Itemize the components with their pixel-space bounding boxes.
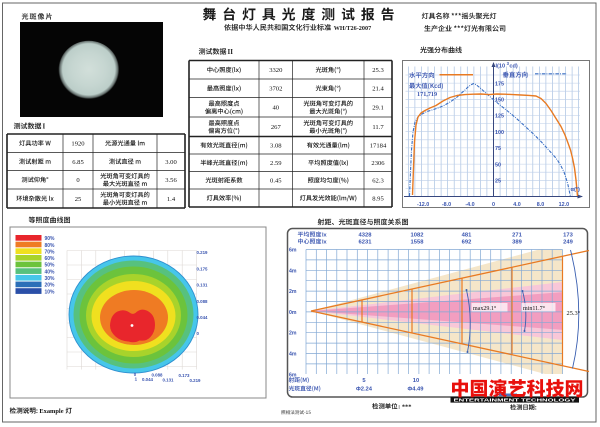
svg-text:4.0: 4.0	[513, 202, 521, 208]
svg-text:1558: 1558	[411, 240, 425, 246]
svg-text:173: 173	[563, 233, 573, 239]
svg-text:8.95: 8.95	[372, 195, 384, 202]
svg-text:150: 150	[495, 98, 504, 104]
svg-text:100: 100	[495, 130, 504, 136]
svg-text:WH/T26-2007: WH/T26-2007	[334, 25, 371, 32]
svg-text:0: 0	[492, 202, 495, 208]
svg-text:3.00: 3.00	[165, 159, 177, 166]
svg-text:175: 175	[495, 81, 504, 87]
svg-text:50%: 50%	[45, 263, 56, 269]
svg-text:1: 1	[135, 377, 138, 382]
svg-text:max29.1°: max29.1°	[473, 305, 497, 312]
svg-text:62.3: 62.3	[372, 178, 384, 185]
svg-text:3.56: 3.56	[165, 177, 177, 184]
svg-text:-12.0: -12.0	[417, 202, 429, 208]
svg-text:692: 692	[462, 240, 472, 246]
svg-text:25.3°: 25.3°	[567, 310, 581, 317]
svg-text:II: II	[228, 48, 234, 56]
svg-text:Φ2.24: Φ2.24	[356, 387, 373, 393]
svg-text:0.219: 0.219	[190, 378, 202, 383]
svg-text:6.85: 6.85	[72, 159, 84, 166]
svg-text:3.08: 3.08	[270, 143, 282, 150]
svg-text:249: 249	[563, 240, 573, 246]
svg-text:3: 3	[507, 61, 510, 66]
svg-text:2.59: 2.59	[270, 160, 282, 167]
svg-text:125: 125	[495, 114, 504, 120]
svg-text:0.044: 0.044	[197, 315, 209, 320]
svg-text:389: 389	[512, 240, 522, 246]
svg-text:-4.0: -4.0	[465, 202, 474, 208]
svg-text:267: 267	[271, 124, 282, 131]
svg-text:0.088: 0.088	[152, 372, 164, 377]
svg-text:2306: 2306	[371, 160, 385, 167]
svg-text:5: 5	[362, 378, 366, 384]
svg-text:cd): cd)	[509, 64, 518, 70]
svg-text:2m: 2m	[289, 331, 297, 337]
svg-text:α(°): α(°)	[571, 187, 581, 193]
svg-text:1.4: 1.4	[167, 196, 176, 203]
svg-text:0.173: 0.173	[179, 373, 191, 378]
svg-text:10: 10	[413, 378, 419, 384]
svg-text:0.175: 0.175	[197, 266, 209, 271]
svg-text:1082: 1082	[411, 233, 424, 239]
svg-text:6m: 6m	[289, 248, 297, 254]
svg-text:70%: 70%	[45, 249, 56, 255]
svg-text:0m: 0m	[289, 310, 297, 316]
svg-text:30%: 30%	[45, 276, 56, 282]
svg-text:1920: 1920	[71, 141, 85, 148]
svg-text:12.0: 12.0	[559, 202, 570, 208]
svg-text:17184: 17184	[370, 143, 387, 150]
svg-text:ENTERTAINMENT TECHNOLOGY: ENTERTAINMENT TECHNOLOGY	[454, 398, 577, 403]
svg-text:0.131: 0.131	[163, 377, 175, 382]
svg-text:2m: 2m	[289, 289, 297, 295]
svg-text:4m: 4m	[289, 268, 297, 274]
svg-text:6m: 6m	[289, 372, 297, 378]
svg-text:0: 0	[197, 331, 200, 336]
svg-text:21.4: 21.4	[372, 86, 384, 93]
svg-text:6231: 6231	[359, 240, 373, 246]
svg-text:0: 0	[76, 177, 80, 184]
svg-text:lx: lx	[322, 240, 328, 246]
svg-text:0.219: 0.219	[197, 250, 209, 255]
svg-text:271: 271	[512, 233, 522, 239]
svg-text:Φ4.49: Φ4.49	[407, 387, 424, 393]
svg-text:-8.0: -8.0	[442, 202, 451, 208]
svg-text:20%: 20%	[45, 283, 56, 289]
svg-text:0.45: 0.45	[270, 178, 282, 185]
svg-text:0: 0	[134, 372, 137, 377]
svg-text:4m: 4m	[289, 352, 297, 358]
svg-text:8.0: 8.0	[537, 202, 545, 208]
svg-text:3320: 3320	[269, 67, 283, 74]
svg-text:50: 50	[495, 162, 501, 168]
svg-text:I(10: I(10	[496, 64, 506, 70]
svg-text:25: 25	[75, 196, 82, 203]
svg-text:lx: lx	[322, 233, 328, 239]
svg-text:min11.7°: min11.7°	[523, 305, 546, 312]
svg-text:4328: 4328	[359, 233, 373, 239]
svg-text:0.044: 0.044	[142, 377, 154, 382]
svg-text:Example: Example	[39, 408, 63, 415]
svg-text:25.3: 25.3	[372, 67, 384, 74]
svg-text:481: 481	[462, 233, 472, 239]
svg-text:29.1: 29.1	[372, 105, 384, 112]
svg-text:0.088: 0.088	[197, 299, 209, 304]
svg-text:171,719: 171,719	[417, 91, 437, 98]
svg-text:I: I	[43, 123, 46, 131]
svg-text:: ***: : ***	[398, 404, 411, 411]
svg-text:25: 25	[495, 179, 501, 185]
svg-text:90%: 90%	[45, 236, 56, 242]
svg-text:60%: 60%	[45, 256, 56, 262]
svg-text:40%: 40%	[45, 269, 56, 275]
svg-text:40: 40	[273, 105, 280, 112]
svg-text:0.131: 0.131	[197, 283, 209, 288]
svg-text:11.7: 11.7	[372, 124, 384, 131]
svg-text:3702: 3702	[269, 86, 282, 93]
svg-text:10%: 10%	[45, 289, 56, 295]
svg-text:75: 75	[495, 146, 501, 152]
svg-text:80%: 80%	[45, 243, 56, 249]
